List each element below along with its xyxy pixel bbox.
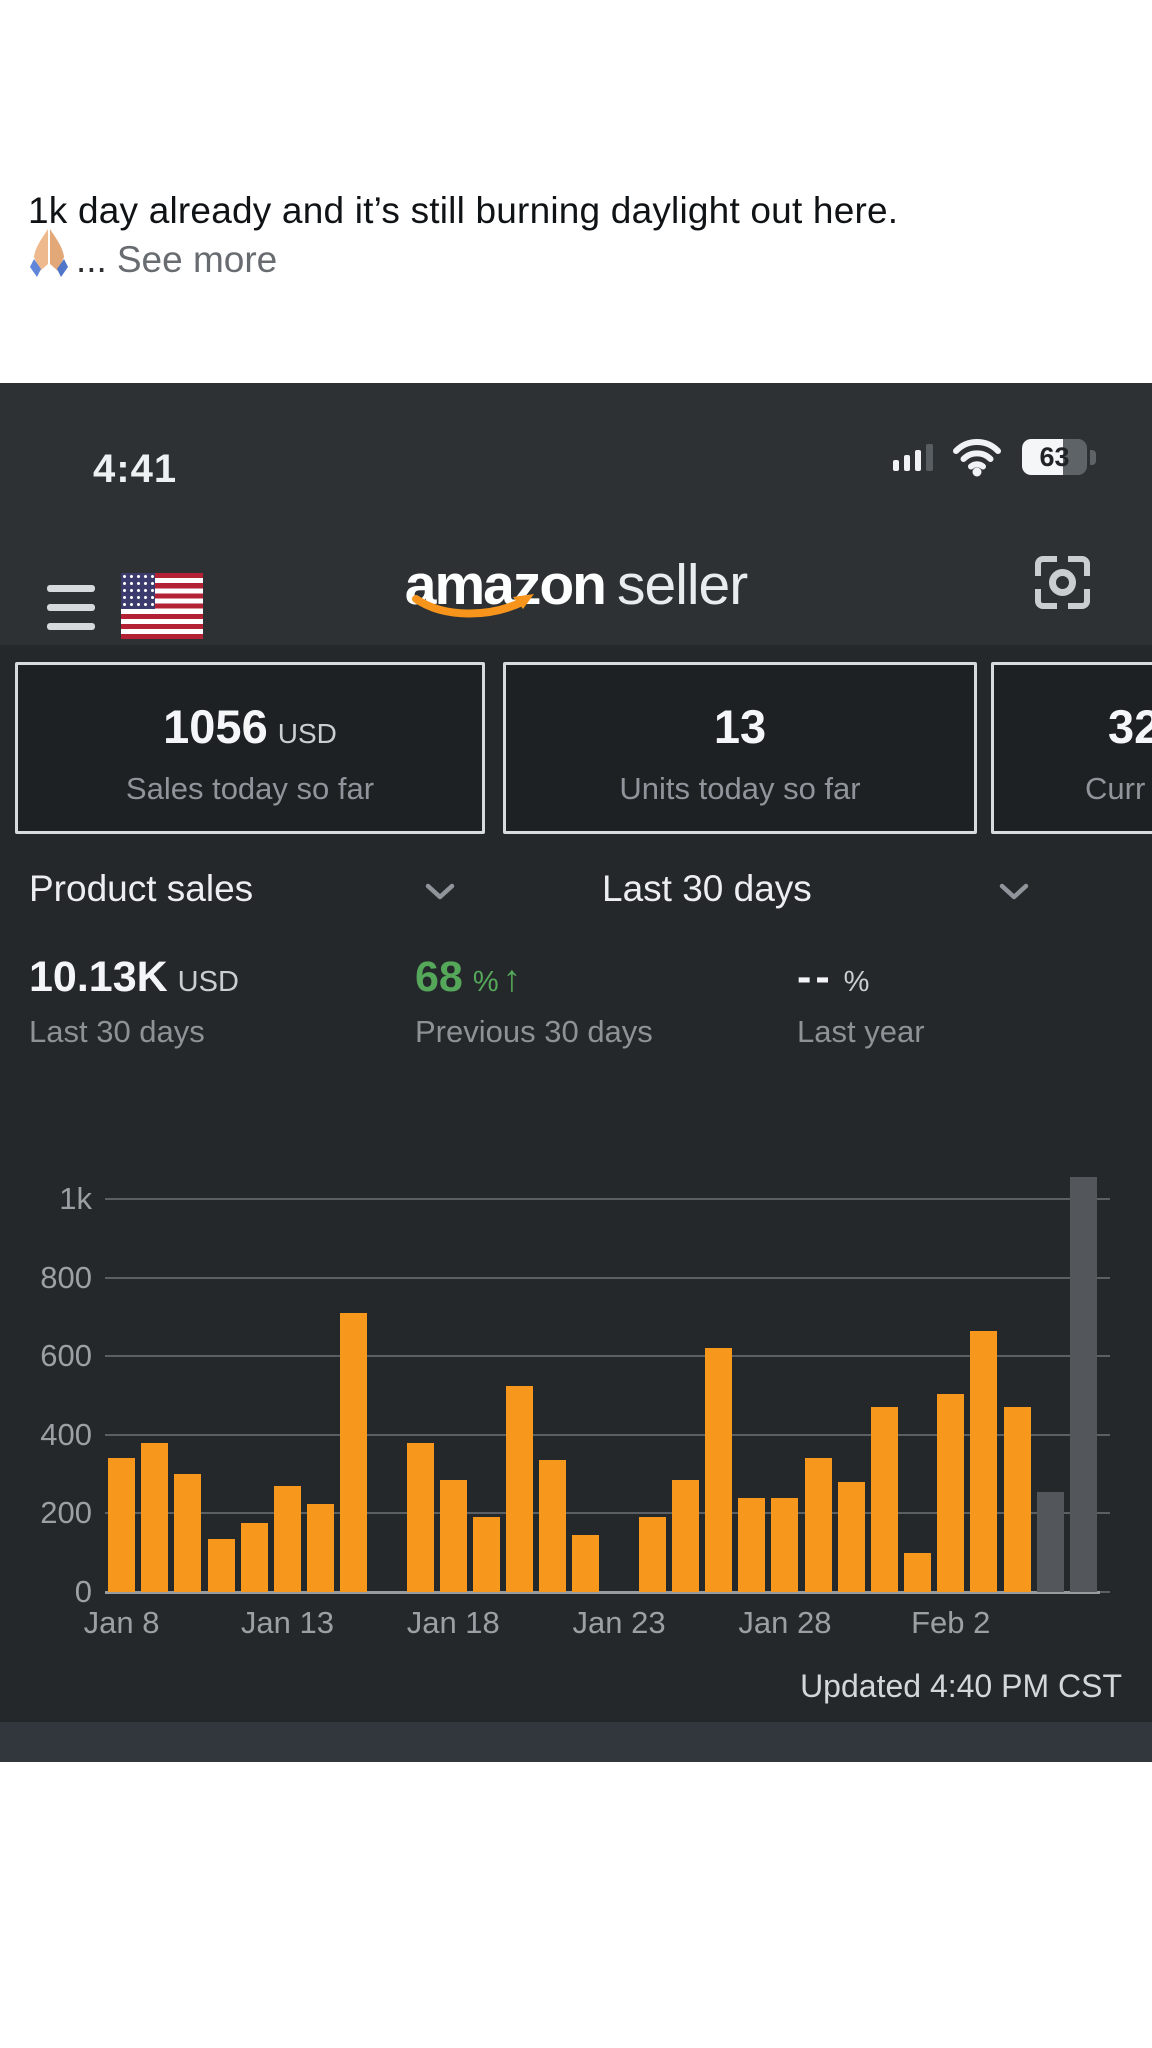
bar-jan-26[interactable] xyxy=(705,1348,733,1592)
post-caption-line2: ... See more xyxy=(26,228,277,284)
bottom-nav-strip xyxy=(0,1722,1152,1762)
bar-jan-15[interactable] xyxy=(340,1312,368,1592)
bar-jan-31[interactable] xyxy=(870,1407,898,1592)
bar-feb-2[interactable] xyxy=(937,1393,965,1592)
bar-jan-17[interactable] xyxy=(406,1442,434,1592)
bar-jan-8[interactable] xyxy=(108,1458,136,1592)
truncation-ellipsis: ... xyxy=(76,239,107,280)
bar-jan-18[interactable] xyxy=(439,1479,467,1592)
logo-seller-text: seller xyxy=(617,553,748,617)
bar-jan-24[interactable] xyxy=(638,1517,666,1592)
x-axis-label: Jan 13 xyxy=(240,1605,334,1640)
gridline xyxy=(105,1590,1100,1594)
stat-sublabel: Last 30 days xyxy=(29,1014,205,1049)
bar-jan-22[interactable] xyxy=(572,1535,600,1592)
card-units-today[interactable]: 13 Units today so far xyxy=(503,662,977,834)
bar-jan-27[interactable] xyxy=(738,1497,766,1592)
chevron-down-icon[interactable] xyxy=(424,882,456,902)
gridline xyxy=(105,1355,1100,1358)
gridline xyxy=(105,1512,1100,1515)
gridline xyxy=(105,1276,1100,1279)
bar-jan-19[interactable] xyxy=(472,1517,500,1592)
card-clipped[interactable]: 32 Curr xyxy=(991,662,1152,834)
axis-tick xyxy=(1100,1433,1110,1436)
y-axis-label: 1k xyxy=(59,1181,92,1216)
battery-icon: 63 xyxy=(1022,439,1087,475)
axis-tick xyxy=(1100,1512,1110,1515)
x-axis-label: Feb 2 xyxy=(911,1605,991,1640)
battery-fill xyxy=(1022,439,1063,475)
axis-tick xyxy=(1100,1591,1110,1593)
chevron-down-icon[interactable] xyxy=(998,882,1030,902)
gridline xyxy=(105,1433,1100,1436)
bar-jan-9[interactable] xyxy=(141,1442,169,1592)
bar-jan-29[interactable] xyxy=(804,1458,832,1592)
battery-nub xyxy=(1090,450,1096,465)
stat-vs-last-year: --% xyxy=(797,953,870,1001)
x-axis-label: Jan 8 xyxy=(83,1605,160,1640)
card-value: 32 xyxy=(1108,700,1152,753)
bar-jan-21[interactable] xyxy=(539,1460,567,1592)
axis-tick xyxy=(1100,1198,1110,1200)
stat-sublabel: Previous 30 days xyxy=(415,1014,653,1049)
bar-jan-13[interactable] xyxy=(273,1485,301,1592)
up-arrow-icon: ↑ xyxy=(502,958,522,999)
product-sales-bar-chart: 0 200 400 600 800 1k Jan 8 Jan 13 Jan 18 Jan 23 Ja… xyxy=(0,383,1152,1762)
scan-icon[interactable] xyxy=(1035,556,1090,609)
bar-jan-14[interactable] xyxy=(307,1503,335,1592)
card-label: Sales today so far xyxy=(125,771,375,806)
card-value: 1056 xyxy=(163,700,268,753)
x-axis-label: Jan 18 xyxy=(406,1605,500,1640)
gridline xyxy=(105,1198,1100,1200)
x-axis-label: Jan 23 xyxy=(572,1605,666,1640)
bar-jan-28[interactable] xyxy=(771,1497,799,1592)
see-more-link[interactable]: See more xyxy=(116,239,278,280)
amazon-smile-swoosh-icon xyxy=(412,594,534,618)
updated-timestamp: Updated 4:40 PM CST xyxy=(800,1668,1122,1704)
y-axis-label: 600 xyxy=(40,1338,92,1374)
card-sales-today[interactable]: 1056 USD Sales today so far xyxy=(15,662,485,834)
card-value: 13 xyxy=(713,700,767,753)
amazon-seller-app-screenshot: 4:41 63 amazon seller 1056 USD xyxy=(0,383,1152,1762)
period-dropdown[interactable]: Last 30 days xyxy=(602,868,812,909)
y-axis-label: 0 xyxy=(74,1574,92,1609)
metric-dropdown[interactable]: Product sales xyxy=(29,868,254,909)
bar-jan-25[interactable] xyxy=(671,1479,699,1592)
bar-jan-20[interactable] xyxy=(506,1385,534,1592)
bar-jan-10[interactable] xyxy=(174,1474,202,1592)
card-unit: USD xyxy=(277,718,337,749)
cellular-signal-icon xyxy=(893,443,937,471)
battery-percent: 63 xyxy=(1039,441,1070,472)
praying-hands-emoji xyxy=(26,227,72,284)
stat-current-period: 10.13K USD xyxy=(29,953,239,1001)
y-axis-label: 800 xyxy=(40,1259,92,1295)
y-axis-label: 200 xyxy=(40,1495,92,1531)
bar-feb-5[interactable] xyxy=(1036,1491,1064,1592)
y-axis-label: 400 xyxy=(40,1416,92,1452)
bar-jan-12[interactable] xyxy=(240,1523,268,1592)
card-label: Curr xyxy=(1085,771,1146,806)
axis-tick xyxy=(1100,1276,1110,1279)
x-axis-label: Jan 28 xyxy=(738,1605,832,1640)
bar-feb-4[interactable] xyxy=(1003,1407,1031,1592)
stat-sublabel: Last year xyxy=(797,1014,925,1049)
us-flag-icon[interactable] xyxy=(121,573,203,639)
axis-tick xyxy=(1100,1355,1110,1358)
card-label: Units today so far xyxy=(619,771,861,806)
status-time: 4:41 xyxy=(93,447,178,491)
wifi-icon xyxy=(953,439,1001,477)
bar-feb-1[interactable] xyxy=(904,1552,932,1592)
menu-icon[interactable] xyxy=(47,585,95,630)
post-caption-line1: 1k day already and it’s still burning da… xyxy=(28,190,899,231)
bar-feb-6[interactable] xyxy=(1069,1177,1097,1592)
bar-jan-30[interactable] xyxy=(837,1481,865,1592)
stat-vs-previous: 68% ↑ xyxy=(415,953,522,1001)
bar-feb-3[interactable] xyxy=(970,1330,998,1592)
bar-jan-11[interactable] xyxy=(207,1538,235,1592)
